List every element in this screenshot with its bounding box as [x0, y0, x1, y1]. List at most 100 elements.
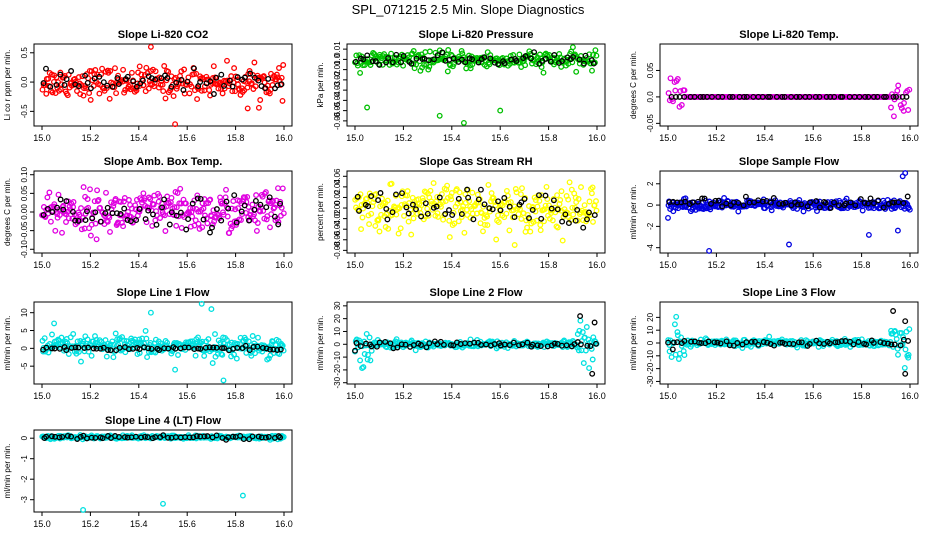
data-point: [230, 433, 236, 440]
data-point: [194, 96, 201, 103]
data-point: [63, 198, 70, 205]
data-point: [890, 93, 897, 100]
data-point: [93, 336, 100, 343]
data-point: [516, 51, 523, 58]
data-point: [773, 93, 780, 100]
data-point: [863, 341, 870, 348]
plot-panel-4: Slope Amb. Box Temp. degrees C per min. 15…: [3, 156, 293, 270]
data-point: [199, 224, 206, 231]
data-point: [726, 93, 733, 100]
series-2.5-min: [354, 186, 598, 231]
data-point: [870, 93, 877, 100]
x-tick-label: 15.6: [491, 260, 509, 270]
y-tick-label: 0: [646, 202, 655, 207]
data-point: [87, 85, 94, 92]
data-point: [439, 49, 446, 56]
data-point: [726, 342, 733, 349]
data-point: [410, 48, 417, 54]
data-point: [136, 208, 143, 215]
outlier-point: [591, 319, 598, 326]
data-point: [431, 56, 437, 63]
series-all: [665, 170, 913, 254]
data-point: [231, 351, 237, 358]
data-point: [279, 97, 286, 104]
data-point: [376, 228, 383, 235]
data-point: [466, 52, 472, 59]
data-point: [895, 82, 902, 89]
data-point: [376, 339, 383, 346]
data-point: [583, 324, 590, 330]
y-tick-label: 0: [20, 346, 29, 351]
series-2.5-min: [668, 93, 910, 100]
data-point: [510, 339, 517, 346]
data-point: [800, 208, 807, 215]
data-point: [127, 86, 134, 93]
y-axis-label: degrees C per min.: [629, 51, 638, 119]
data-point: [905, 351, 912, 358]
plot-panel-6: Slope Sample Flow ml/min per min. 15.0 15.2…: [629, 156, 919, 270]
data-point: [719, 203, 726, 210]
data-point: [501, 60, 508, 67]
data-point: [765, 93, 772, 100]
data-point: [793, 93, 800, 100]
y-tick-label: 30: [333, 301, 342, 310]
data-point: [49, 345, 55, 352]
data-point: [581, 60, 587, 67]
data-point: [113, 90, 120, 97]
data-point: [550, 197, 557, 204]
data-point: [57, 196, 64, 203]
data-point: [96, 73, 103, 80]
data-point: [759, 198, 766, 205]
data-point: [255, 77, 262, 84]
data-point: [409, 201, 416, 208]
plot-panel-7: Slope Line 1 Flow ml/min per min. 15.0 15.2…: [3, 287, 293, 401]
data-point: [210, 91, 217, 97]
series-2.5-min: [40, 65, 285, 97]
data-point: [65, 351, 72, 357]
data-point: [393, 336, 400, 343]
data-point: [455, 218, 462, 225]
data-point: [518, 215, 525, 222]
data-point: [121, 89, 128, 96]
y-tick-label: -0.05: [333, 101, 342, 120]
data-point: [570, 211, 577, 218]
data-point: [249, 433, 256, 440]
data-point: [401, 212, 407, 219]
data-point: [45, 75, 52, 82]
data-point: [246, 436, 253, 443]
data-point: [173, 212, 180, 219]
y-tick-label: 0.00: [20, 204, 29, 220]
y-tick-label: 0.0: [20, 76, 29, 88]
data-point: [207, 196, 214, 203]
data-point: [506, 342, 513, 349]
outlier-point: [160, 500, 166, 507]
data-point: [437, 338, 444, 345]
data-point: [357, 69, 364, 76]
data-point: [373, 343, 380, 350]
data-point: [512, 186, 519, 192]
data-point: [44, 194, 51, 201]
data-point: [250, 343, 257, 350]
data-point: [570, 54, 577, 60]
data-point: [465, 194, 472, 201]
data-point: [200, 216, 207, 223]
data-point: [136, 350, 143, 356]
plot-frame: [33, 301, 293, 385]
data-point: [117, 211, 124, 217]
data-point: [826, 340, 833, 347]
data-point: [197, 195, 204, 202]
data-point: [526, 215, 532, 222]
data-point: [270, 197, 276, 204]
data-point: [788, 93, 795, 100]
data-point: [103, 189, 109, 196]
data-point: [542, 55, 549, 62]
data-point: [776, 200, 783, 207]
data-point: [104, 82, 111, 89]
data-point: [447, 193, 454, 200]
data-point: [519, 185, 525, 192]
data-point: [442, 211, 449, 217]
data-point: [242, 342, 249, 349]
data-point: [80, 92, 87, 99]
data-point: [124, 73, 131, 80]
data-point: [586, 198, 593, 205]
